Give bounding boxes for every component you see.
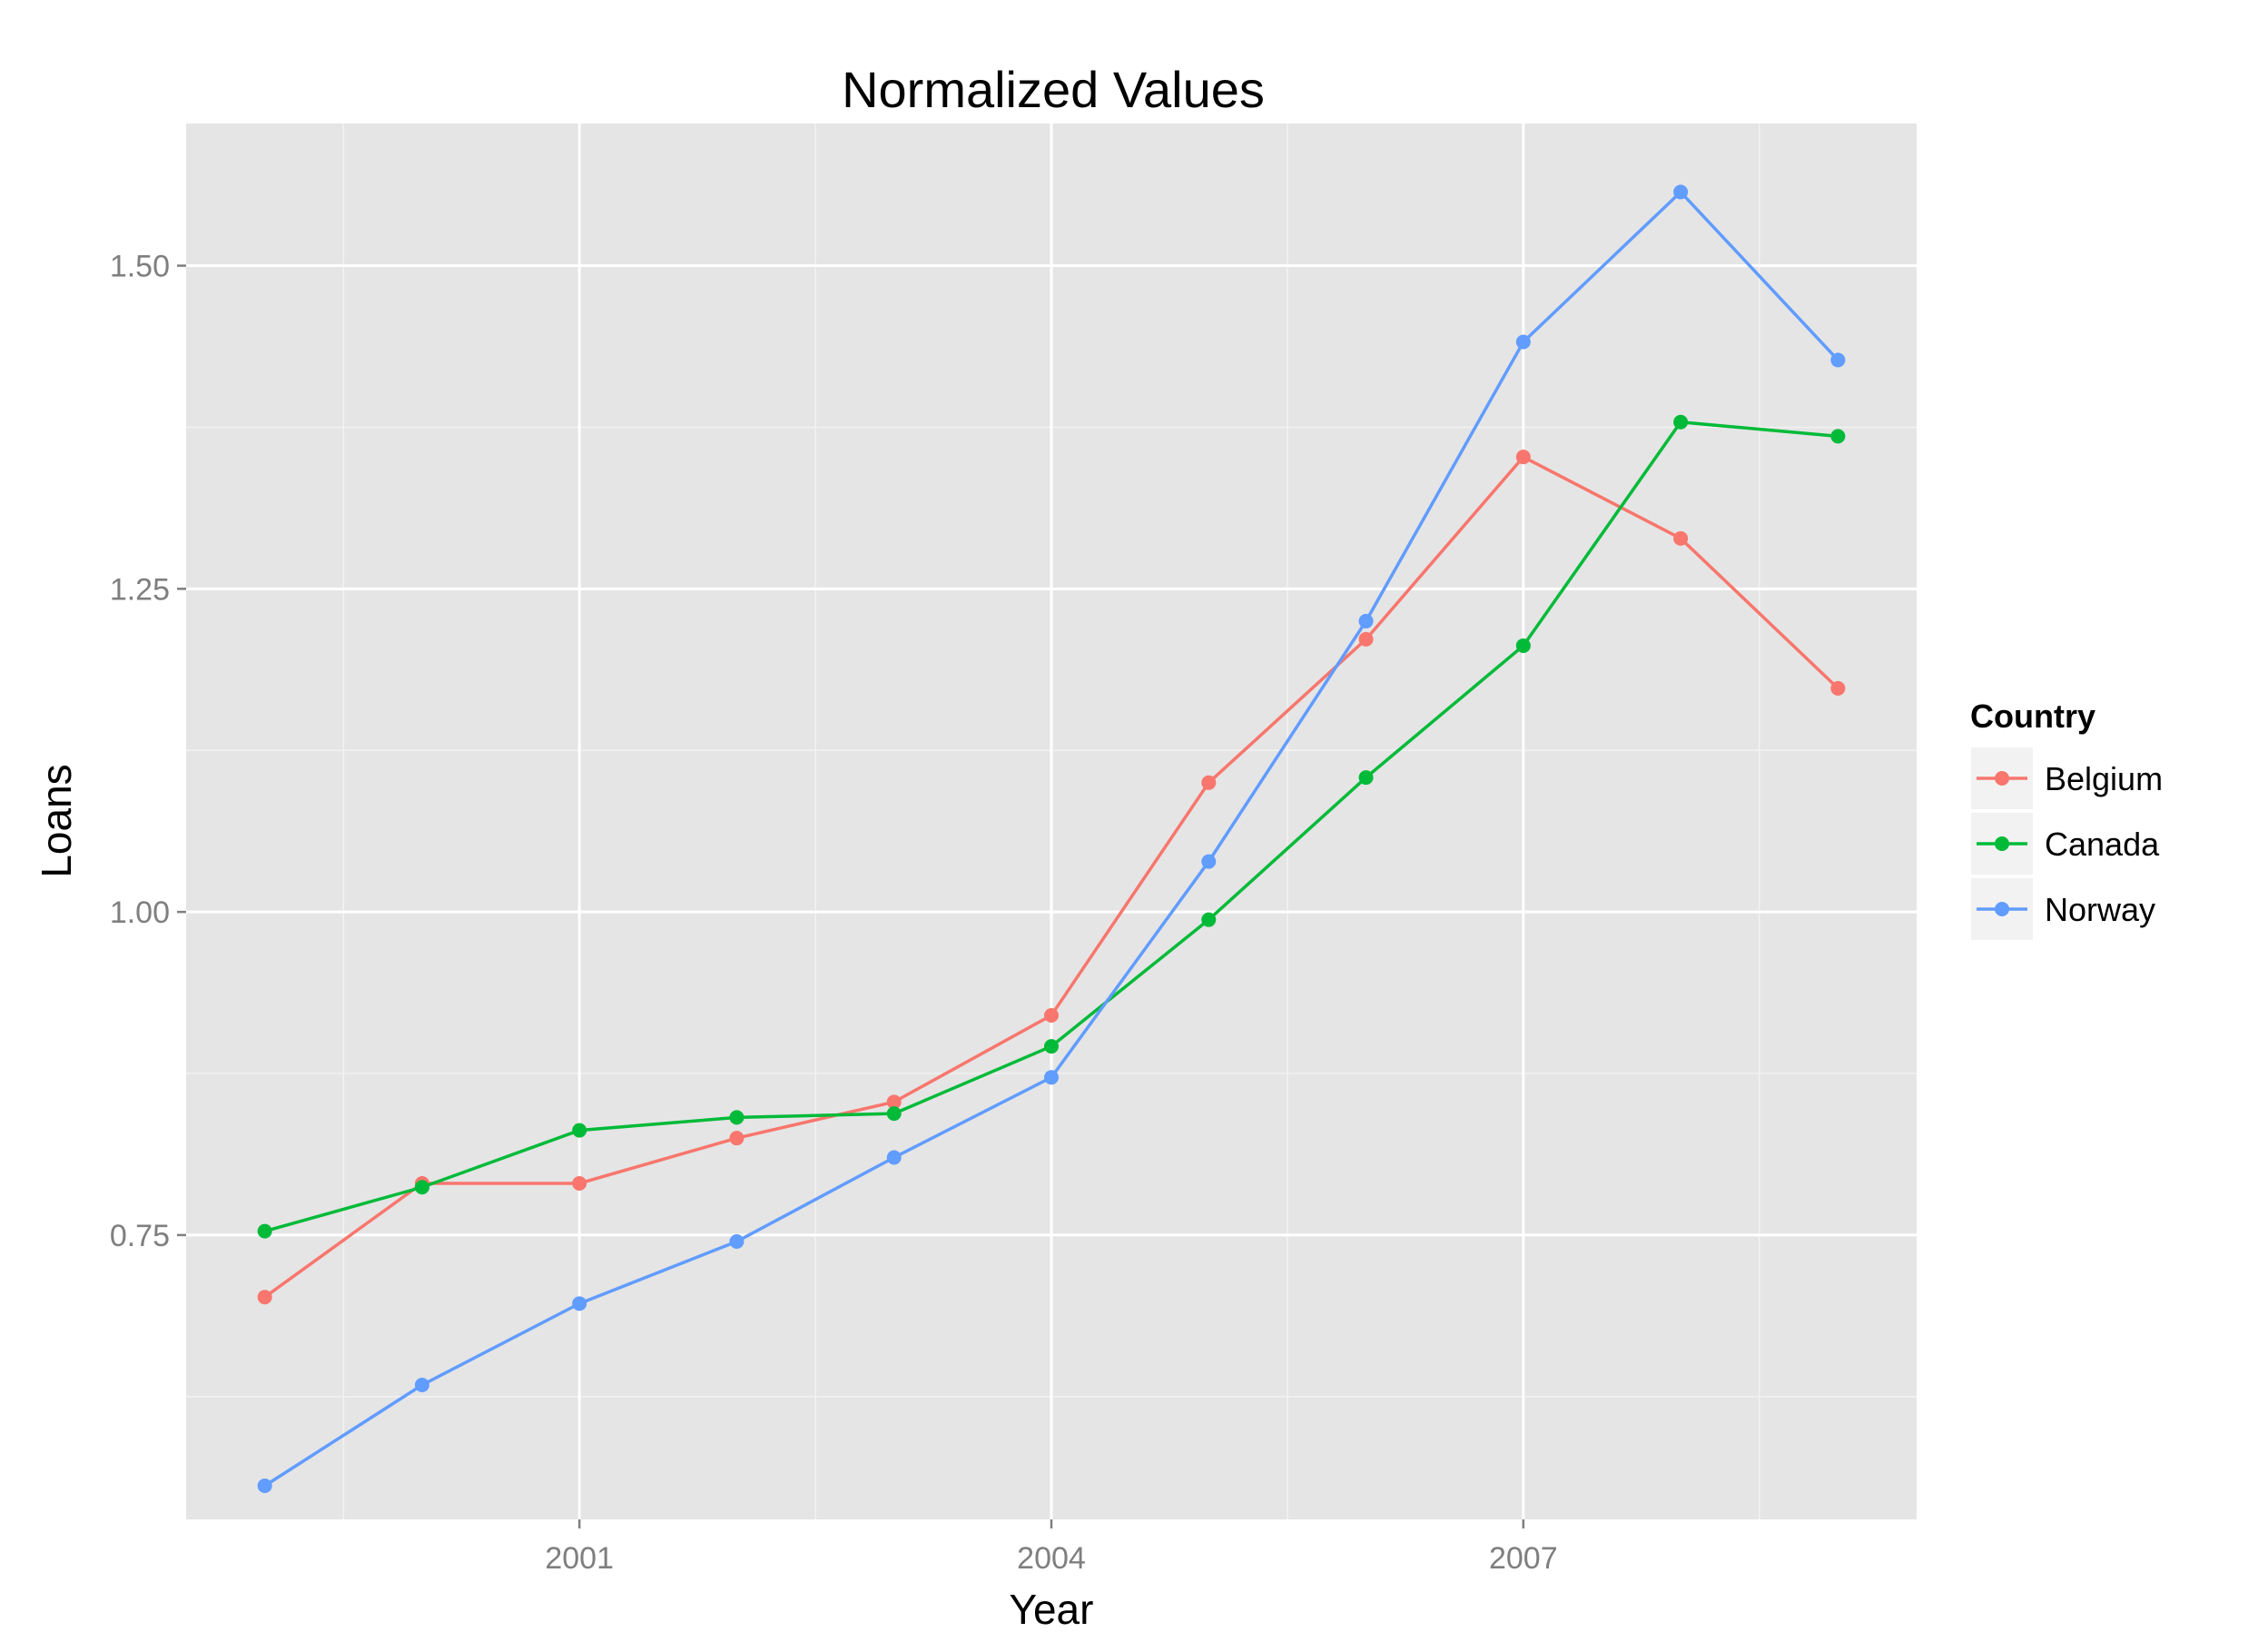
data-point [414,1377,429,1392]
data-point [729,1234,744,1250]
y-tick-label: 1.50 [110,250,170,284]
legend-item-norway: Norway [1969,876,2155,942]
data-point [257,1223,272,1239]
data-point [886,1094,902,1110]
legend-item-belgium: Belgium [1969,746,2163,811]
data-point [1358,631,1374,647]
data-point [1358,770,1374,786]
y-axis: 0.75 1.00 1.25 1.50 [110,250,186,1253]
y-tick-label: 1.00 [110,895,170,930]
data-point [1044,1007,1059,1023]
data-point [414,1180,429,1195]
data-point [572,1175,587,1191]
data-point [1830,352,1846,368]
x-tick-label: 2001 [545,1541,614,1576]
data-point [1830,680,1846,696]
legend: Country Belgium Canada Norway [1969,697,2163,942]
x-tick-label: 2004 [1017,1541,1086,1576]
data-point [1358,613,1374,628]
data-point [1201,854,1217,869]
data-point [1515,334,1531,350]
y-tick-label: 0.75 [110,1219,170,1253]
x-axis-title: Year [1010,1586,1094,1633]
data-point [1673,184,1689,200]
legend-key-point [1995,836,2009,851]
data-point [572,1296,587,1311]
grid-lines [186,124,1917,1519]
data-point [729,1110,744,1125]
data-point [1044,1070,1059,1085]
x-tick-label: 2007 [1489,1541,1558,1576]
data-point [257,1478,272,1493]
x-axis: 2001 2004 2007 [545,1519,1558,1576]
legend-label: Canada [2045,826,2160,863]
data-point [886,1150,902,1165]
data-point [572,1123,587,1138]
series-layer [257,184,1846,1493]
data-point [886,1106,902,1122]
data-point [729,1131,744,1146]
data-point [1201,775,1217,790]
chart-title: Normalized Values [842,61,1265,118]
data-point [1673,530,1689,546]
legend-label: Belgium [2045,760,2163,797]
data-point [257,1290,272,1305]
data-point [1201,912,1217,927]
legend-key-point [1995,771,2009,786]
data-point [1515,638,1531,653]
data-point [1830,429,1846,444]
data-point [1673,414,1689,430]
series-canada [257,414,1846,1239]
legend-label: Norway [2045,891,2155,928]
y-axis-title: Loans [33,764,80,877]
data-point [1044,1039,1059,1054]
y-tick-label: 1.25 [110,572,170,607]
legend-title: Country [1970,697,2095,735]
data-point [1515,450,1531,465]
series-norway [257,184,1846,1493]
legend-key-point [1995,902,2009,916]
legend-item-canada: Canada [1969,811,2160,876]
